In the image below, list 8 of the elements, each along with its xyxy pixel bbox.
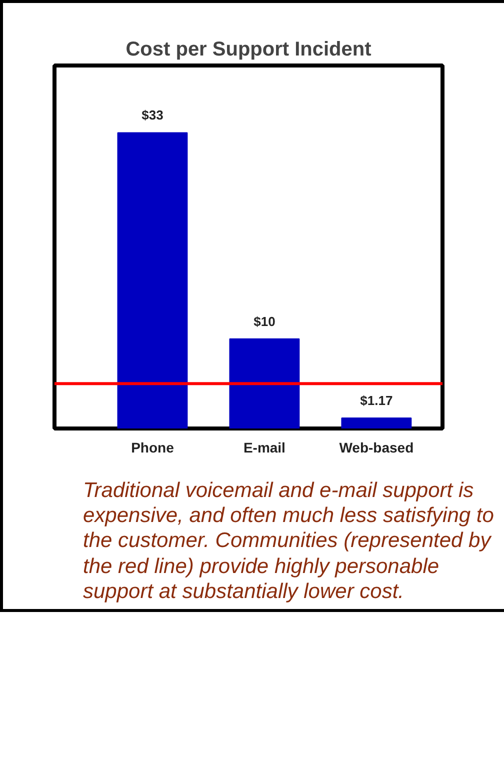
data-label: $10 xyxy=(254,314,276,329)
chart-title: Cost per Support Incident xyxy=(126,38,372,60)
text: Traditional voicemail and e-mail support is expensive, and often much less satisfying to the customer. Communities (represented by the red line) provide highly personable support at substantially lower cost. xyxy=(83,478,495,604)
data-label: $33 xyxy=(142,108,164,123)
x-tick-label: Phone xyxy=(131,440,174,456)
data-label: $1.17 xyxy=(360,393,393,408)
x-tick-label: E-mail xyxy=(243,440,286,456)
x-tick-label: Web-based xyxy=(339,440,414,456)
